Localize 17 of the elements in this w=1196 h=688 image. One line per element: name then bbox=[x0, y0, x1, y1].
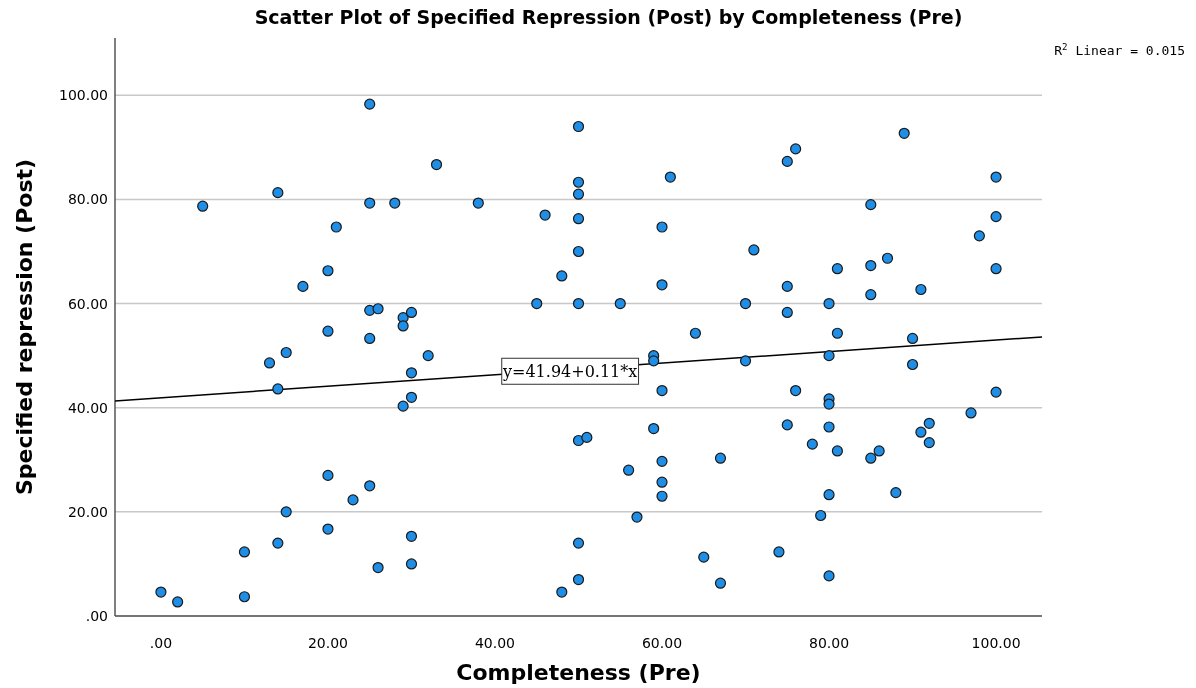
y-tick-label: 60.00 bbox=[67, 295, 108, 312]
y-axis-title: Specified repression (Post) bbox=[12, 158, 37, 496]
y-tick-label: .00 bbox=[85, 608, 108, 624]
x-tick-label: 100.00 bbox=[971, 635, 1021, 651]
x-tick-label: 80.00 bbox=[808, 635, 850, 651]
x-tick-label: 60.00 bbox=[641, 635, 683, 651]
y-tick-label: 20.00 bbox=[67, 503, 108, 520]
text: R$^{2}$ Linear = 0.015 bbox=[1054, 42, 1185, 58]
chart-title: Scatter Plot of Specified Repression (Post) by Completeness (Pre) bbox=[254, 6, 963, 28]
y-tick-label: 80.00 bbox=[67, 191, 108, 208]
x-tick-label: 40.00 bbox=[474, 635, 516, 651]
x-tick-label: 20.00 bbox=[307, 635, 349, 651]
x-axis-title: Completeness (Pre) bbox=[456, 660, 701, 685]
y-tick-label: 100.00 bbox=[59, 87, 108, 104]
y-tick-label: 40.00 bbox=[67, 399, 108, 416]
annotation: y=41.94+0.11*x bbox=[501, 362, 638, 382]
x-tick-label: .00 bbox=[149, 635, 173, 651]
